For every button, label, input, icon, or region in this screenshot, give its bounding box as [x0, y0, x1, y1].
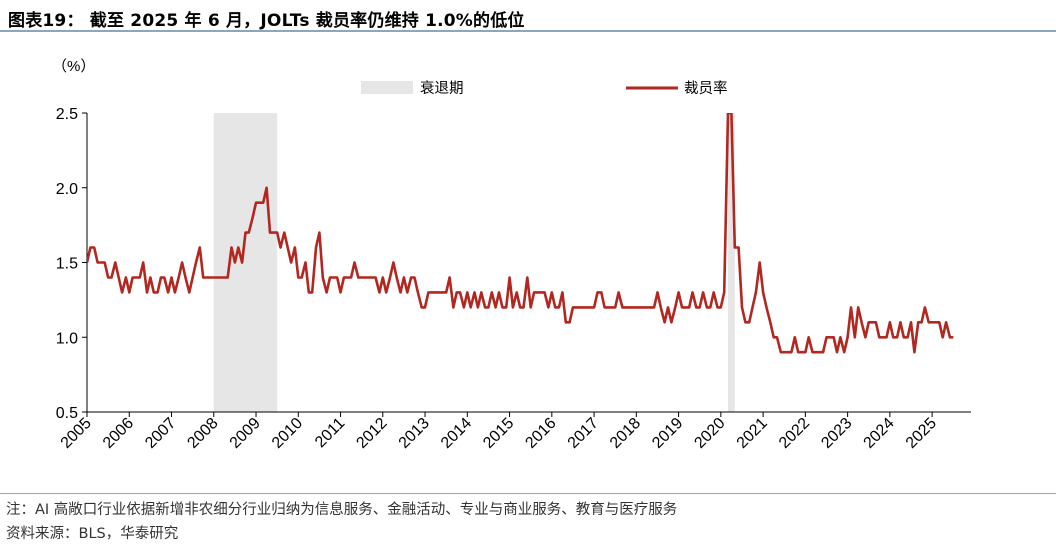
x-tick-label-20: 2025	[903, 415, 940, 452]
x-tick-label-2: 2007	[142, 415, 179, 452]
title-divider	[0, 30, 1056, 32]
x-tick-label-1: 2006	[100, 415, 137, 452]
y-tick-label-2: 1.5	[56, 256, 78, 273]
legend: 衰退期 裁员率	[361, 80, 728, 97]
x-tick-label-7: 2012	[353, 415, 390, 452]
legend-swatch-recession	[361, 81, 413, 94]
x-tick-label-5: 2010	[269, 415, 306, 452]
footer-divider	[0, 493, 1056, 494]
x-tick-label-18: 2023	[818, 415, 855, 452]
x-tick-label-14: 2019	[649, 415, 686, 452]
x-tick-label-3: 2008	[184, 415, 221, 452]
footnote: 注：AI 高敞口行业依据新增非农细分行业归纳为信息服务、金融活动、专业与商业服务…	[6, 502, 678, 518]
legend-label-recession: 衰退期	[420, 80, 464, 97]
y-tick-label-4: 2.5	[56, 106, 78, 123]
source-note: 资料来源：BLS，华泰研究	[6, 526, 179, 542]
x-tick-label-8: 2013	[396, 415, 433, 452]
x-tick-label-17: 2022	[776, 415, 813, 452]
recession-band-1	[728, 113, 735, 412]
x-tick-label-19: 2024	[861, 415, 898, 452]
y-tick-label-1: 1.0	[56, 330, 78, 347]
x-tick-label-10: 2015	[480, 415, 517, 452]
legend-label-series: 裁员率	[684, 80, 728, 97]
recession-bands	[213, 113, 735, 412]
recession-band-0	[213, 113, 278, 412]
y-tick-label-3: 2.0	[56, 181, 78, 198]
x-tick-label-4: 2009	[227, 415, 264, 452]
x-tick-label-16: 2021	[734, 415, 771, 452]
x-tick-label-11: 2016	[522, 415, 559, 452]
x-tick-label-12: 2017	[565, 415, 602, 452]
x-tick-label-13: 2018	[607, 415, 644, 452]
unit-label: （%）	[52, 58, 95, 75]
series	[87, 113, 954, 354]
x-tick-label-9: 2014	[438, 415, 475, 452]
page-title: 图表19： 截至 2025 年 6 月，JOLTs 裁员率仍维持 1.0%的低位	[8, 11, 525, 31]
y-tick-label-0: 0.5	[56, 405, 78, 422]
x-tick-label-15: 2020	[691, 415, 728, 452]
x-tick-label-6: 2011	[312, 415, 348, 451]
series-line-0	[87, 113, 954, 354]
